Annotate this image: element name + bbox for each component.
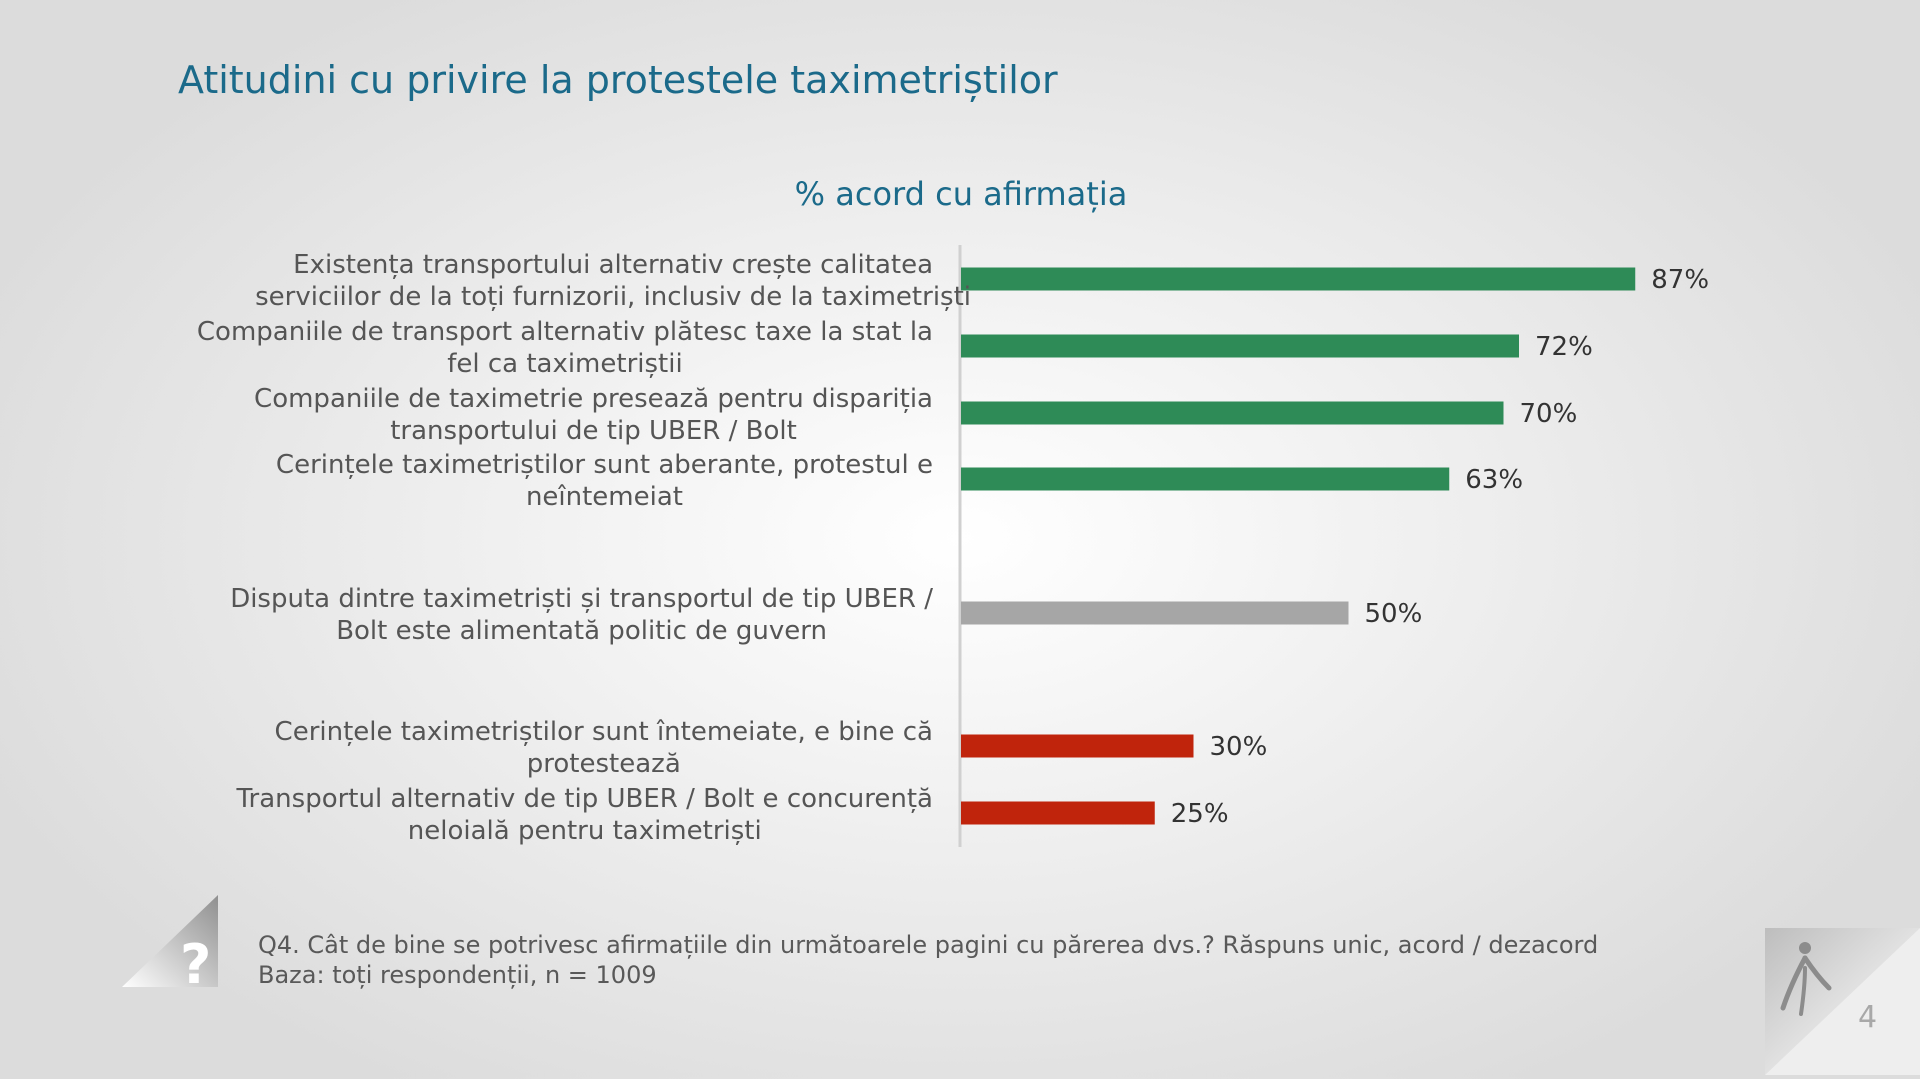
data-label: 50% — [1365, 599, 1423, 629]
bar — [961, 801, 1155, 825]
data-label: 70% — [1520, 399, 1578, 429]
bar — [961, 734, 1194, 758]
person-logo-icon — [1765, 928, 1920, 1075]
bar — [961, 267, 1636, 291]
category-label: Existența transportului alternativ creșt… — [255, 250, 971, 312]
data-label: 30% — [1210, 732, 1268, 762]
svg-text:?: ? — [180, 933, 211, 990]
bar — [961, 334, 1519, 358]
footnote-question: Q4. Cât de bine se potrivesc afirmațiile… — [258, 931, 1599, 959]
category-label: Cerințele taximetriștilor sunt aberante,… — [276, 450, 933, 512]
footnote-base: Baza: toți respondenții, n = 1009 — [258, 961, 657, 989]
data-label: 72% — [1535, 332, 1593, 362]
category-label: Transportul alternativ de tip UBER / Bol… — [236, 784, 934, 846]
category-label: Companiile de transport alternativ plăte… — [197, 317, 933, 379]
bar — [961, 467, 1450, 491]
category-label: Companiile de taximetrie presează pentru… — [254, 384, 933, 446]
category-label: Disputa dintre taximetriști și transport… — [230, 584, 933, 646]
bar — [961, 401, 1504, 425]
footnote: Q4. Cât de bine se potrivesc afirmațiile… — [258, 930, 1598, 990]
page-number: 4 — [1858, 1000, 1878, 1035]
data-label: 25% — [1171, 799, 1229, 829]
data-label: 87% — [1651, 265, 1709, 295]
bar — [961, 601, 1349, 625]
data-label: 63% — [1465, 465, 1523, 495]
page-title: Atitudini cu privire la protestele taxim… — [178, 58, 1058, 102]
chart-subtitle: % acord cu afirmația — [794, 175, 1128, 213]
question-mark-icon: ? — [122, 895, 222, 996]
category-label: Cerințele taximetriștilor sunt întemeiat… — [275, 717, 933, 779]
